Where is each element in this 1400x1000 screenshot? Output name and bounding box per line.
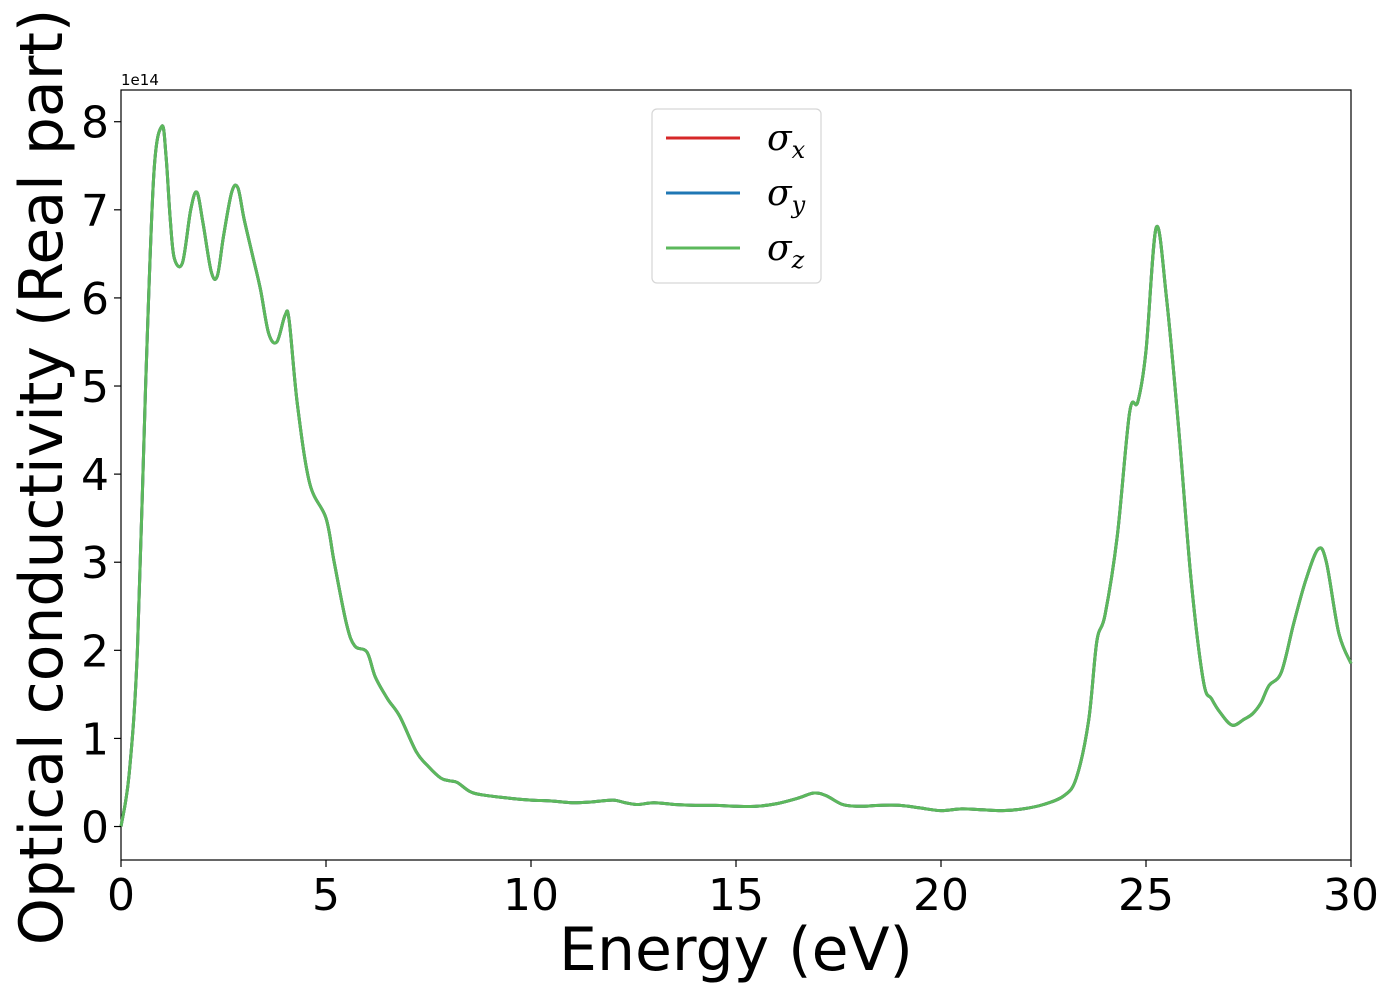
x-tick-label: 20 [913, 870, 969, 921]
y-axis-ticks: 0 1 2 3 4 5 6 7 8 [81, 98, 121, 854]
series-line-z [119, 124, 1353, 827]
y-tick-label: 1 [81, 714, 109, 765]
legend-label-z: σz [767, 228, 805, 274]
y-tick-label: 7 [81, 186, 109, 237]
x-axis-ticks: 0 5 10 15 20 25 30 [107, 860, 1379, 921]
legend-label-y: σy [767, 173, 806, 219]
y-offset-label: 1e14 [121, 71, 159, 89]
legend-label-x: σx [767, 118, 806, 164]
series-layer [119, 124, 1353, 827]
y-tick-label: 4 [81, 450, 109, 501]
x-axis-title: Energy (eV) [559, 915, 913, 985]
y-axis-title: Optical conductivity (Real part) [7, 9, 77, 946]
x-tick-label: 0 [107, 870, 135, 921]
y-tick-label: 0 [81, 803, 109, 854]
legend: σx σy σz [651, 108, 822, 284]
x-tick-label: 30 [1323, 870, 1379, 921]
x-tick-label: 5 [312, 870, 340, 921]
y-tick-label: 6 [81, 274, 109, 325]
y-tick-label: 8 [81, 98, 109, 149]
x-tick-label: 10 [503, 870, 559, 921]
y-tick-label: 2 [81, 626, 109, 677]
y-tick-label: 3 [81, 538, 109, 589]
y-tick-label: 5 [81, 362, 109, 413]
x-tick-label: 15 [708, 870, 764, 921]
legend-box [651, 108, 822, 284]
x-tick-label: 25 [1118, 870, 1174, 921]
